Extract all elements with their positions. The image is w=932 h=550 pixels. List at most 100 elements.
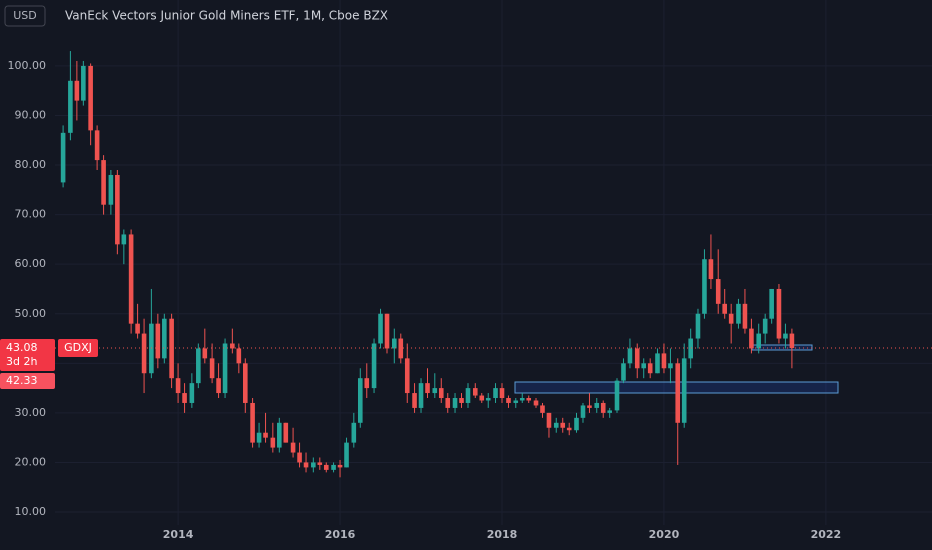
other-price-label: 42.33 bbox=[6, 374, 38, 387]
currency-box[interactable] bbox=[4, 5, 46, 27]
y-tick-label: 30.00 bbox=[15, 406, 47, 419]
candle-body bbox=[600, 402, 606, 413]
candle-body bbox=[175, 378, 181, 394]
candle-body bbox=[756, 333, 762, 349]
y-tick-label: 20.00 bbox=[15, 455, 47, 468]
labels: 10.0020.0030.0040.0050.0060.0070.0080.00… bbox=[0, 59, 841, 541]
candle-body bbox=[661, 353, 667, 369]
candle-body bbox=[121, 234, 127, 245]
candle-body bbox=[378, 313, 383, 344]
candle-body bbox=[243, 363, 248, 403]
candle-body bbox=[452, 398, 458, 408]
candle-body bbox=[392, 338, 397, 349]
candle-body bbox=[344, 442, 349, 468]
candle-body bbox=[337, 464, 343, 468]
y-tick-label: 50.00 bbox=[15, 307, 47, 320]
candle-body bbox=[283, 422, 289, 443]
candle-body bbox=[540, 405, 545, 413]
candle-body bbox=[290, 442, 296, 453]
candle-body bbox=[230, 343, 235, 349]
candle-body bbox=[94, 130, 100, 161]
candle-body bbox=[553, 422, 559, 428]
y-tick-label: 60.00 bbox=[15, 257, 47, 270]
candle-body bbox=[331, 464, 336, 470]
y-tick-label: 80.00 bbox=[15, 158, 47, 171]
candle-body bbox=[580, 405, 586, 418]
currency: USD bbox=[13, 9, 37, 22]
x-tick-label: 2014 bbox=[163, 528, 194, 541]
candle-body bbox=[418, 383, 424, 408]
candle-body bbox=[789, 333, 795, 349]
candle-body bbox=[263, 432, 268, 438]
candle-body bbox=[250, 402, 255, 443]
candle-body bbox=[783, 333, 788, 339]
candle-body bbox=[526, 398, 532, 401]
candle-body bbox=[317, 462, 323, 465]
candle-body bbox=[776, 288, 782, 339]
candle-body bbox=[412, 393, 417, 408]
candle-body bbox=[614, 380, 620, 411]
chart-title: VanEck Vectors Junior Gold Miners ETF, 1… bbox=[65, 9, 388, 23]
candle-body bbox=[371, 343, 377, 389]
candle-body bbox=[769, 288, 774, 319]
candle-body bbox=[715, 279, 721, 304]
candle-body bbox=[438, 388, 444, 399]
y-tick-label: 70.00 bbox=[15, 208, 47, 221]
symbol-label: GDXJ bbox=[64, 341, 92, 354]
grid bbox=[55, 0, 932, 525]
candle-body bbox=[472, 388, 478, 396]
candle-body bbox=[681, 358, 687, 423]
candle-body bbox=[425, 383, 430, 394]
candle-body bbox=[202, 348, 208, 359]
candle-body bbox=[357, 378, 363, 423]
candle-body bbox=[634, 348, 640, 369]
candle-body bbox=[513, 400, 519, 403]
y-tick-label: 100.00 bbox=[8, 59, 47, 72]
candle-body bbox=[560, 422, 566, 428]
candle-body bbox=[68, 80, 73, 133]
candle-body bbox=[493, 388, 498, 399]
candle-body bbox=[101, 160, 106, 205]
candle-body bbox=[323, 464, 329, 470]
candle-body bbox=[155, 323, 161, 359]
price-tag bbox=[0, 339, 55, 372]
candle-body bbox=[88, 65, 93, 131]
x-tick-label: 2018 bbox=[487, 528, 518, 541]
y-tick-label: 90.00 bbox=[15, 108, 47, 121]
candle-body bbox=[270, 437, 276, 448]
candle-body bbox=[311, 462, 316, 468]
candle-body bbox=[303, 462, 309, 468]
candle-body bbox=[297, 452, 302, 463]
candle-body bbox=[621, 363, 626, 381]
candle-body bbox=[641, 363, 647, 369]
candle-body bbox=[209, 358, 215, 379]
candle-body bbox=[465, 388, 471, 403]
candle-body bbox=[384, 313, 390, 349]
y-tick-label: 10.00 bbox=[15, 505, 47, 518]
candle-body bbox=[404, 358, 410, 394]
last-price-label: 43.08 bbox=[6, 341, 38, 354]
candle-body bbox=[736, 303, 741, 324]
symbol-tag bbox=[58, 339, 98, 358]
countdown: 3d 2h bbox=[6, 355, 37, 368]
candle-body bbox=[546, 412, 552, 428]
candle-body bbox=[222, 343, 228, 394]
candle-body bbox=[141, 333, 147, 374]
candle-body bbox=[351, 422, 357, 443]
candle-body bbox=[728, 313, 734, 324]
candle-body bbox=[115, 174, 120, 245]
candle-body bbox=[398, 338, 404, 359]
price-tag bbox=[0, 373, 55, 390]
candle-body bbox=[485, 398, 491, 401]
candle-body bbox=[189, 383, 195, 403]
candle-body bbox=[479, 395, 485, 401]
candle-body bbox=[277, 422, 282, 448]
candle-body bbox=[236, 348, 242, 364]
x-tick-label: 2016 bbox=[325, 528, 356, 541]
candle-body bbox=[708, 259, 714, 280]
candle-body bbox=[533, 400, 539, 406]
candle-body bbox=[108, 174, 114, 205]
candle-body bbox=[519, 398, 525, 401]
